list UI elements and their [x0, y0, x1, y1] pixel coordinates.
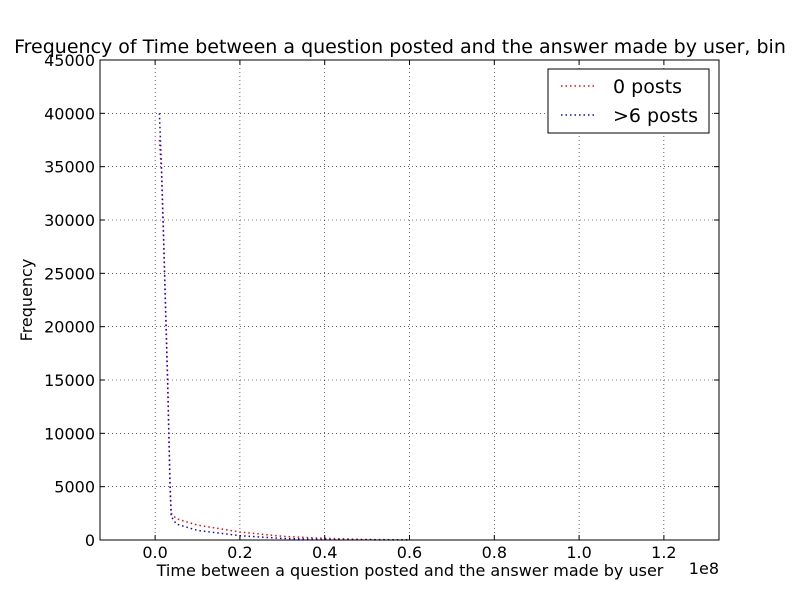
- legend-label-0-posts: 0 posts: [613, 76, 682, 98]
- axis-ticks: [100, 59, 719, 541]
- y-tick-label: 25000: [44, 264, 95, 283]
- x-tick-label: 0.2: [227, 543, 252, 562]
- x-tick-label: 0.4: [312, 543, 337, 562]
- series-line-0: [158, 139, 410, 541]
- y-tick-label: 30000: [44, 211, 95, 230]
- series-line-1: [158, 113, 410, 541]
- y-tick-label: 20000: [44, 318, 95, 337]
- x-tick-label: 0.8: [482, 543, 507, 562]
- y-tick-label: 15000: [44, 371, 95, 390]
- x-tick-label: 0.0: [142, 543, 167, 562]
- legend-box: [547, 68, 710, 134]
- x-axis-label: Time between a question posted and the a…: [156, 561, 664, 580]
- grid-lines: [100, 59, 719, 541]
- y-tick-label: 45000: [44, 51, 95, 70]
- y-tick-label: 10000: [44, 424, 95, 443]
- x-tick-label: 1.2: [651, 543, 676, 562]
- y-tick-label: 0: [85, 531, 95, 550]
- legend: 0 posts >6 posts: [547, 68, 710, 134]
- y-tick-label: 5000: [54, 478, 95, 497]
- legend-label-6-posts: >6 posts: [613, 105, 698, 127]
- x-tick-label: 1.0: [566, 543, 591, 562]
- tick-labels: 0.0 0.2 0.4 0.6 0.8 1.0 1.2 0 5000 10000 15000 2000…: [44, 51, 677, 562]
- y-axis-label: Frequency: [17, 259, 36, 342]
- y-tick-label: 35000: [44, 158, 95, 177]
- x-axis-multiplier: 1e8: [689, 559, 719, 578]
- chart-title: Frequency of Time between a question pos…: [14, 36, 786, 58]
- y-tick-label: 40000: [44, 104, 95, 123]
- x-tick-label: 0.6: [397, 543, 422, 562]
